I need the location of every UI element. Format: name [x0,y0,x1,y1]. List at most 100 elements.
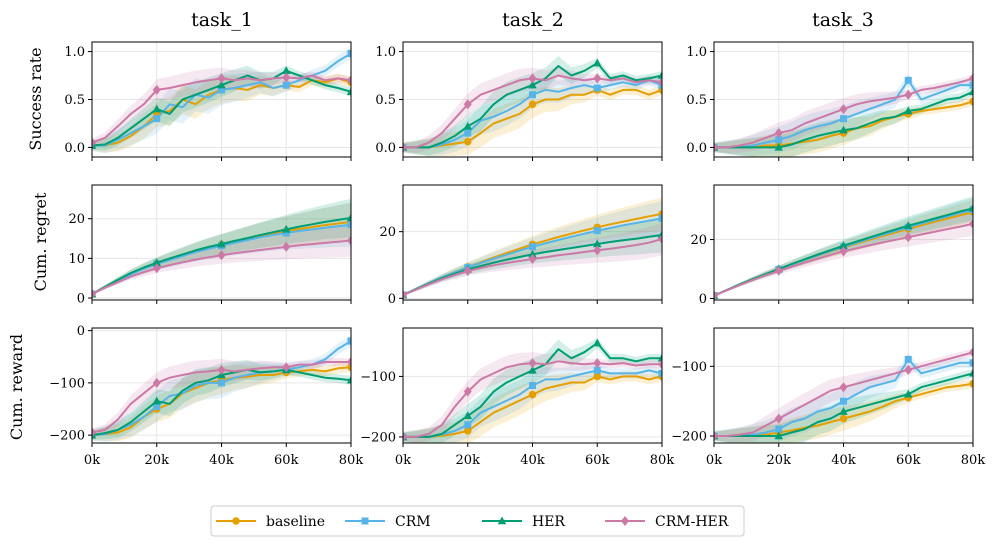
data-point-crm [658,214,662,222]
data-point-crm-her [463,266,472,276]
column-title-3: task_3 [812,9,874,31]
data-point-crm-her [839,382,848,393]
band-her [714,368,973,443]
data-point-crm [153,402,161,410]
data-point-crm-her [969,73,973,84]
data-point-crm-her [463,386,472,397]
y-tick-label: 0.5 [375,93,396,108]
legend-box [210,505,745,537]
legend-item-baseline: baseline [216,514,325,530]
data-point-crm [593,84,601,92]
data-point-crm [840,115,847,123]
y-tick-label: 1.0 [375,45,396,60]
data-point-her [904,389,913,398]
data-point-her [839,241,848,249]
data-point-her [152,258,161,266]
data-point-crm-her [658,359,662,370]
plot-area [403,56,662,157]
data-point-crm-her [658,77,662,88]
x-tick-label: 40k [209,453,234,468]
data-point-crm-her [714,142,718,153]
panel-r3-c3: −200 −100 0k 20k 40k 60k 80k [671,327,986,468]
column-title-1: task_1 [191,9,253,31]
data-point-her [463,411,472,420]
data-point-crm-her [347,356,351,367]
data-point-crm-her [528,358,537,369]
plot-area [714,347,973,443]
plot-area [714,196,973,300]
x-tick-label: 0k [706,453,722,468]
data-point-baseline [464,427,472,435]
data-point-crm-her [152,377,161,388]
data-point-baseline [464,137,472,146]
x-tick-label: 60k [274,453,299,468]
panels: 0.0 0.5 1.0 0.0 0.5 1.0 0.0 0.5 1.0 0 10 20 0 20 0 20 −2… [49,41,986,468]
panel-r3-c1: −200 −100 0 0k 20k 40k 60k 80k [49,324,363,468]
plot-area [403,197,662,300]
x-tick-label: 0k [84,453,100,468]
data-point-baseline [528,390,537,399]
legend-marker-crm [361,517,369,525]
data-point-crm-her [969,218,973,229]
panel-r1-c3: 0.0 0.5 1.0 [686,41,974,161]
data-point-crm-her [774,413,783,424]
data-point-crm [904,355,912,363]
data-point-crm-her [403,431,407,442]
data-point-her [968,203,973,212]
x-tick-label: 80k [339,453,364,468]
y-tick-label: −100 [49,376,85,391]
data-point-crm-her [347,75,351,86]
data-point-crm-her [217,73,226,84]
data-point-crm-her [774,128,783,139]
band-baseline [92,362,351,442]
data-point-crm [347,221,351,229]
data-point-crm-her [593,358,602,369]
column-titles: task_1 task_2 task_3 [191,9,874,31]
data-point-her [528,365,537,374]
y-tick-label: 0.0 [686,141,707,156]
data-point-crm-her [774,265,783,276]
plot-area [403,338,662,443]
y-tick-label: −100 [671,360,707,375]
data-point-crm-her [347,235,351,246]
panel-r1-c2: 0.0 0.5 1.0 [375,41,663,161]
data-point-crm-her [152,263,161,274]
y-tick-label: 0 [77,324,85,339]
data-point-crm-her [282,362,291,373]
data-point-her [657,353,662,362]
x-tick-label: 20k [767,453,792,468]
data-point-crm [775,136,783,144]
data-point-crm-her [282,241,291,252]
data-point-crm-her [152,84,161,95]
y-tick-label: 20 [68,212,85,227]
data-point-her [968,87,973,96]
y-tick-label: 0.0 [375,141,396,156]
y-tick-label: −200 [671,430,707,445]
data-point-her [217,80,226,89]
y-tick-label: −200 [360,430,396,445]
y-tick-label: −200 [49,429,85,444]
data-point-crm-her [528,254,537,264]
y-tick-label: 10 [68,252,85,267]
data-point-her [282,66,291,74]
data-point-crm [593,366,601,374]
y-tick-label: 0 [699,292,707,307]
data-point-crm [347,50,351,57]
panel-r2-c2: 0 20 [379,184,663,307]
legend-marker-baseline [232,517,240,525]
data-point-crm [840,397,847,405]
legend-label: HER [532,514,565,530]
data-point-her [152,396,161,405]
data-point-her [346,375,351,384]
row-labels: Success rate Cum. regret Cum. reward [7,47,50,440]
data-point-crm [464,421,472,429]
data-point-her [968,368,973,377]
data-point-crm-her [463,99,472,110]
plot-area [92,47,351,154]
data-point-crm-her [282,72,291,83]
data-point-her [657,71,662,79]
x-tick-label: 80k [961,453,986,468]
column-title-2: task_2 [502,9,564,31]
y-tick-label: −100 [360,370,396,385]
data-point-crm-her [714,290,718,300]
